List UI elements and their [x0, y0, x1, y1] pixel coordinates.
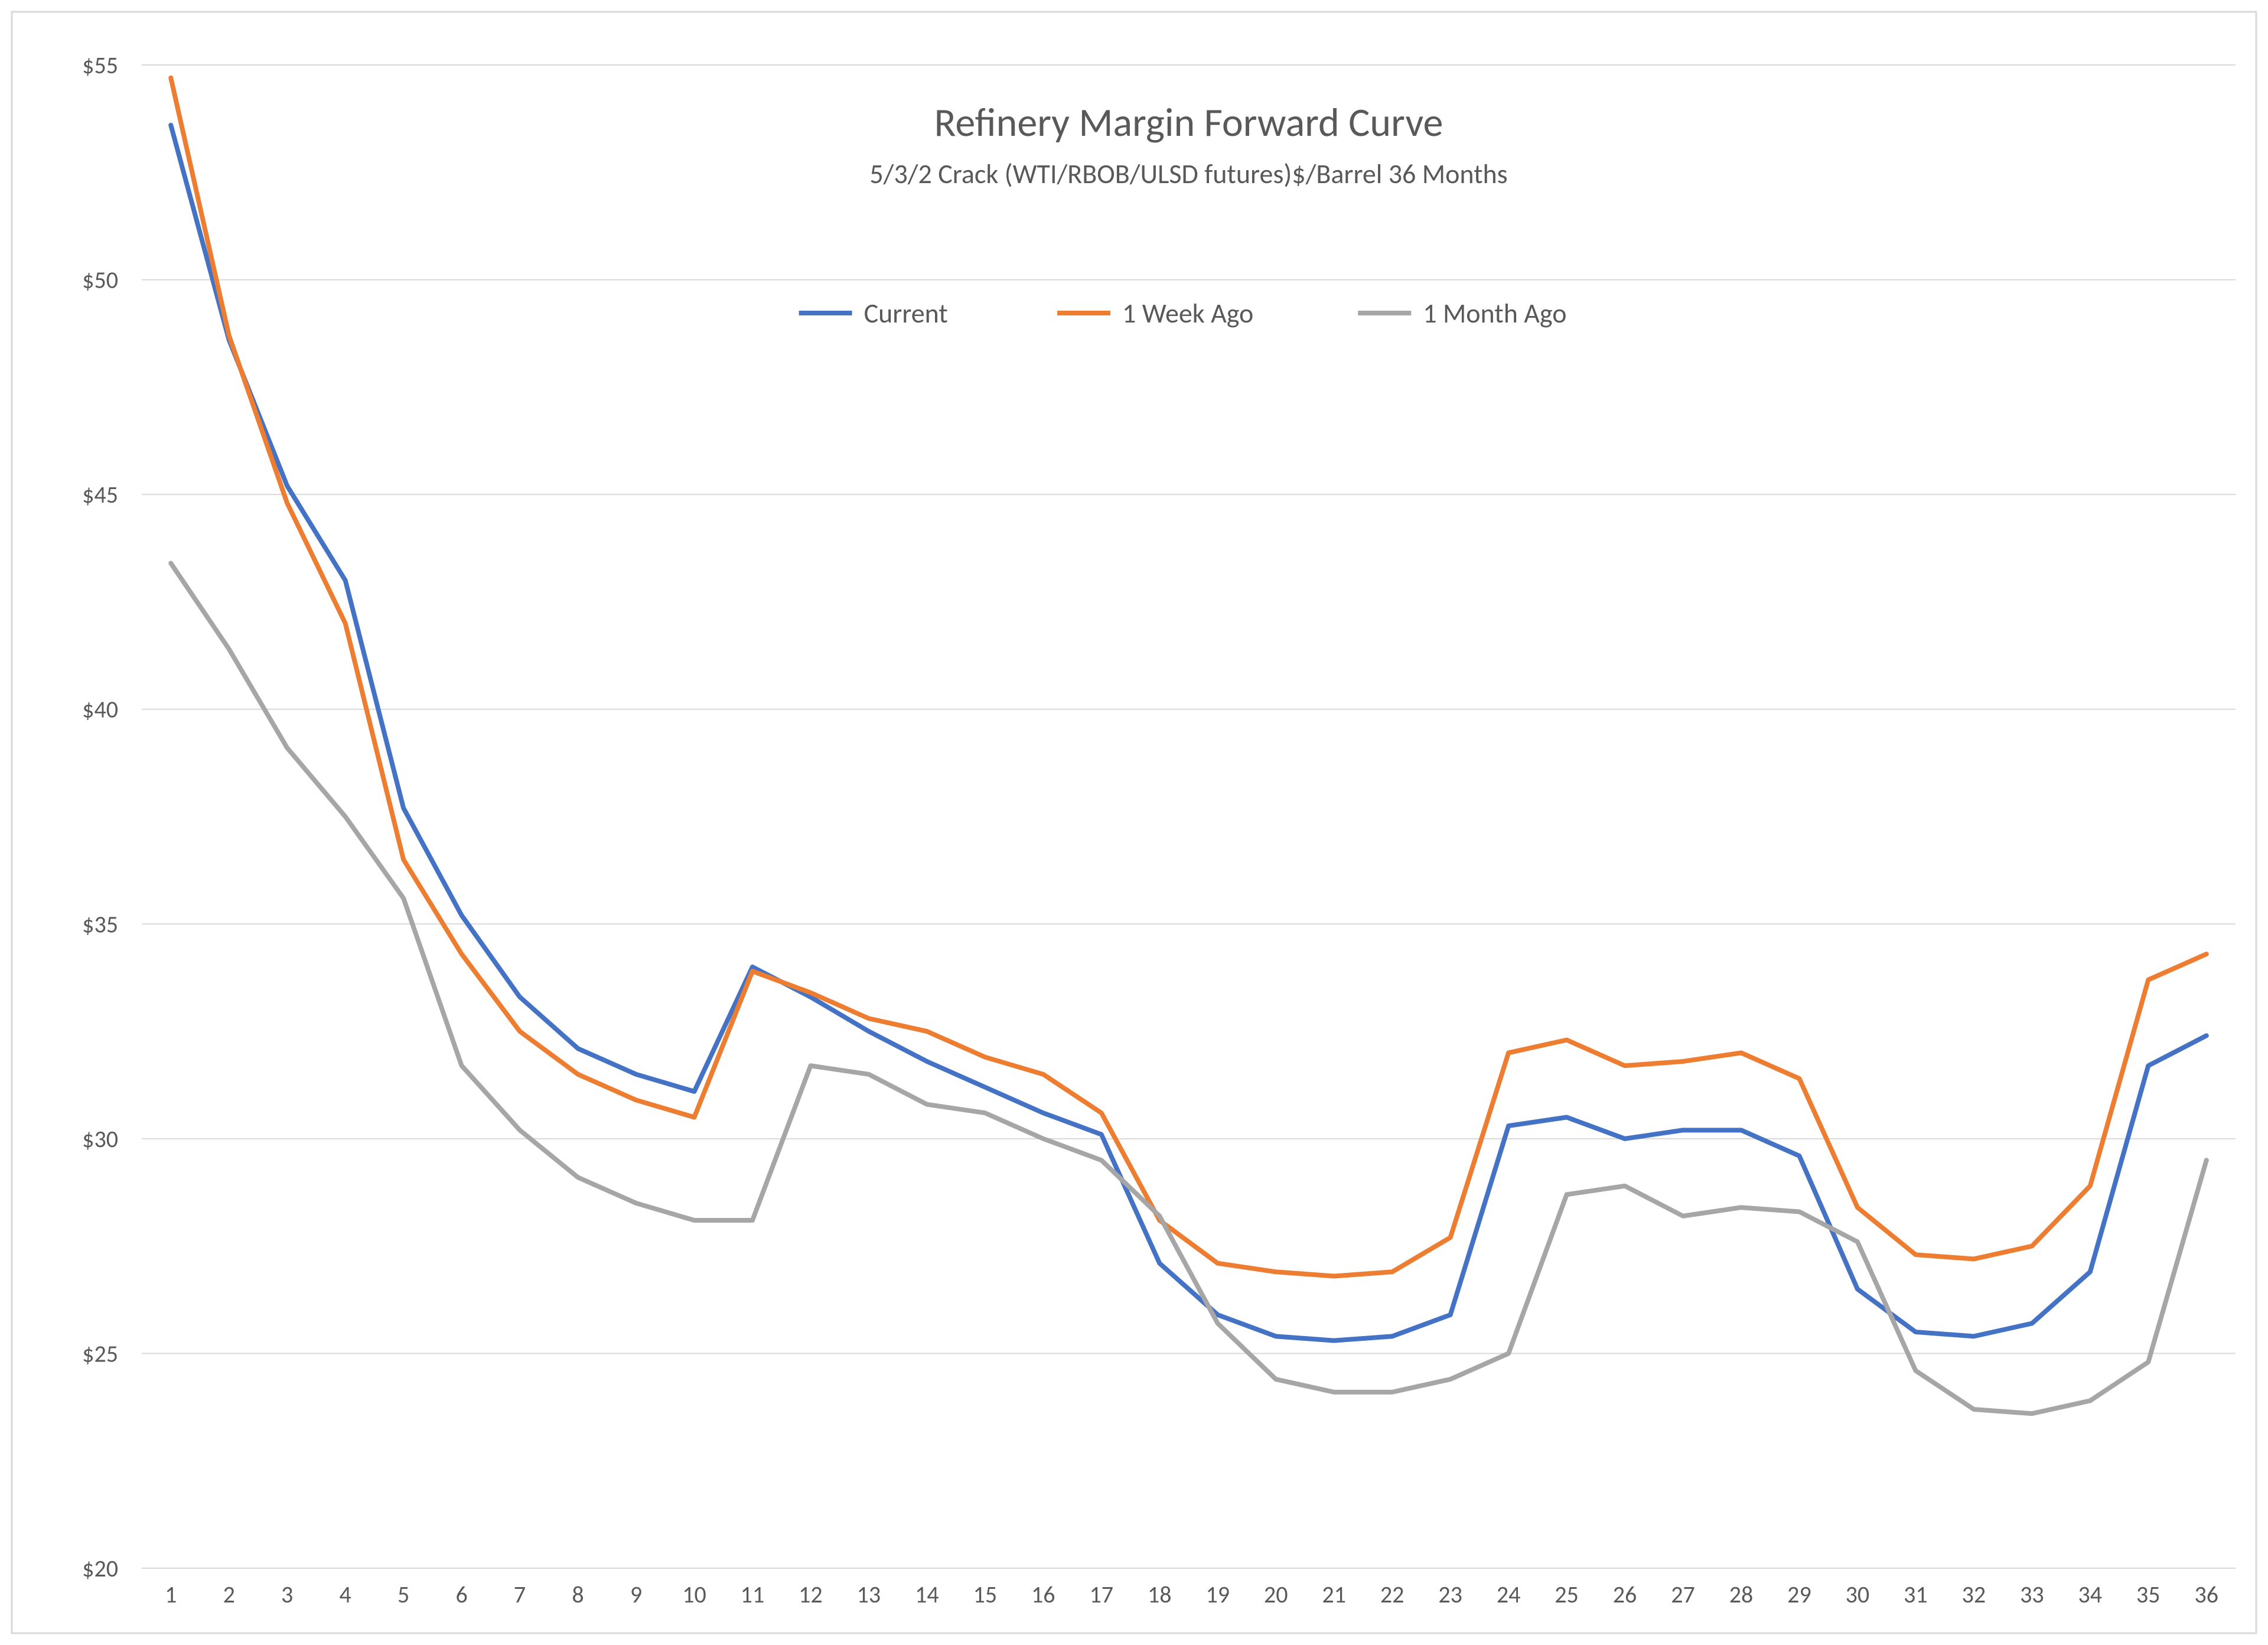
y-axis-label: $45 — [82, 480, 118, 509]
x-axis-label: 35 — [2136, 1580, 2161, 1609]
x-axis-label: 9 — [630, 1580, 642, 1609]
x-axis-label: 26 — [1613, 1580, 1637, 1609]
x-axis-label: 11 — [741, 1580, 765, 1609]
x-axis-label: 7 — [514, 1580, 526, 1609]
x-axis-label: 18 — [1148, 1580, 1172, 1609]
series-line — [171, 78, 2207, 1276]
x-axis-label: 20 — [1264, 1580, 1288, 1609]
y-axis-label: $20 — [82, 1554, 118, 1583]
x-axis-label: 14 — [915, 1580, 939, 1609]
y-axis-label: $25 — [82, 1339, 118, 1368]
x-axis-label: 16 — [1031, 1580, 1055, 1609]
x-axis-label: 23 — [1438, 1580, 1462, 1609]
x-axis-label: 12 — [799, 1580, 823, 1609]
x-axis-label: 25 — [1555, 1580, 1579, 1609]
x-axis-label: 30 — [1846, 1580, 1870, 1609]
x-axis-label: 10 — [682, 1580, 706, 1609]
x-axis-label: 2 — [223, 1580, 235, 1609]
x-axis-label: 22 — [1380, 1580, 1405, 1609]
x-axis-label: 8 — [572, 1580, 584, 1609]
x-axis-label: 5 — [397, 1580, 409, 1609]
legend-label: 1 Month Ago — [1423, 297, 1566, 330]
x-axis-label: 6 — [455, 1580, 467, 1609]
x-axis-label: 19 — [1205, 1580, 1230, 1609]
x-axis-label: 21 — [1322, 1580, 1346, 1609]
series-group — [171, 78, 2207, 1413]
x-axis-label: 3 — [281, 1580, 293, 1609]
x-axis-label: 27 — [1671, 1580, 1695, 1609]
legend: Current 1 Week Ago 1 Month Ago — [799, 297, 1567, 330]
chart-svg: $20$25$30$35$40$45$50$551234567891011121… — [0, 0, 2268, 1645]
x-axis-label: 32 — [1962, 1580, 1986, 1609]
y-axis-label: $50 — [82, 266, 118, 295]
y-axis-label: $55 — [82, 51, 118, 80]
x-axis-label: 1 — [165, 1580, 177, 1609]
chart-container: $20$25$30$35$40$45$50$551234567891011121… — [0, 0, 2268, 1645]
chart-subtitle: 5/3/2 Crack (WTI/RBOB/ULSD futures)$/Bar… — [869, 158, 1507, 191]
x-axis-label: 4 — [340, 1580, 351, 1609]
y-axis-label: $35 — [82, 910, 118, 939]
x-axis-label: 17 — [1090, 1580, 1114, 1609]
x-axis-label: 24 — [1497, 1580, 1521, 1609]
x-axis-label: 28 — [1729, 1580, 1754, 1609]
chart-title: Refinery Margin Forward Curve — [934, 98, 1443, 147]
x-axis-label: 29 — [1787, 1580, 1811, 1609]
x-axis-label: 34 — [2078, 1580, 2103, 1609]
x-axis-labels: 1234567891011121314151617181920212223242… — [165, 1580, 2218, 1609]
x-axis-label: 15 — [973, 1580, 998, 1609]
y-axis-label: $30 — [82, 1125, 118, 1154]
x-axis-label: 33 — [2020, 1580, 2044, 1609]
x-axis-label: 13 — [857, 1580, 881, 1609]
legend-label: 1 Week Ago — [1122, 297, 1253, 330]
legend-label: Current — [864, 297, 948, 330]
gridlines: $20 $25 $30 $35 $40 $45 $50 $55 — [82, 51, 2236, 1583]
y-axis-label: $40 — [82, 695, 118, 724]
x-axis-label: 36 — [2194, 1580, 2218, 1609]
x-axis-label: 31 — [1904, 1580, 1928, 1609]
